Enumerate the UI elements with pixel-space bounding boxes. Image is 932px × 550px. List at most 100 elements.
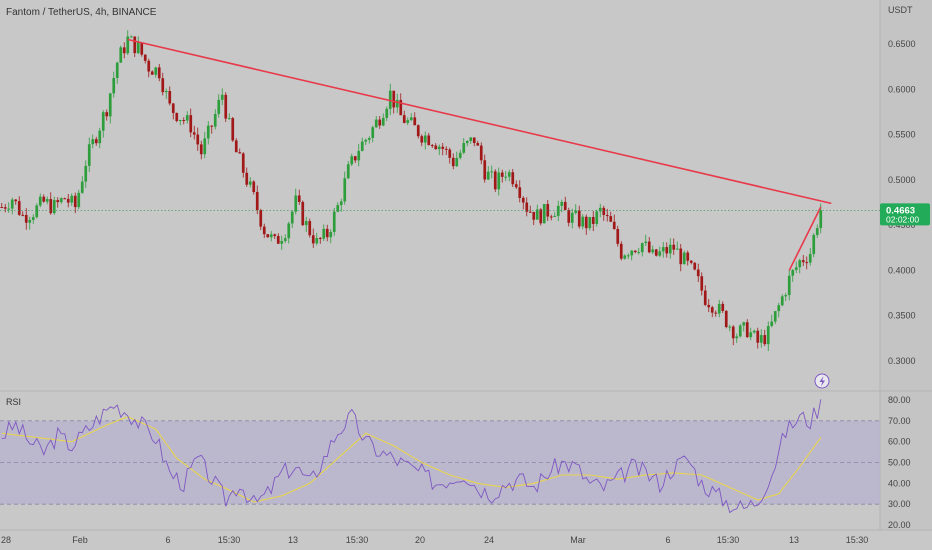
candle-body [738,325,742,337]
candle-body [595,211,599,224]
candle-body [812,235,816,255]
candle-body [728,326,732,328]
candle-body [210,125,214,127]
candle-body [549,216,553,218]
candle-body [570,212,574,223]
candle-body [17,201,21,215]
candle-body [164,90,168,93]
candle-body [619,243,623,259]
candle-body [696,269,700,277]
candle-body [227,118,231,120]
candle-body [206,125,210,139]
candle-body [108,93,112,117]
candle-body [234,140,238,153]
candle-body [395,99,399,108]
candle-body [749,332,753,338]
candle-body [703,290,707,305]
candle-body [735,336,739,339]
trendline[interactable] [127,38,832,205]
candle-body [10,199,14,209]
price-tick-label: 0.5000 [888,175,916,185]
candle-body [518,187,522,198]
candle-body [255,191,259,211]
candle-body [301,201,305,226]
candle-body [651,249,655,253]
time-tick-label: 15:30 [346,535,369,545]
candle-body [196,134,200,145]
candle-body [483,160,487,180]
candle-body [574,210,578,213]
alert-icon[interactable] [814,373,830,389]
candle-body [129,36,133,38]
candle-body [336,205,340,212]
candle-body [500,172,504,177]
candle-body [3,207,7,209]
candle-body [21,214,25,216]
rsi-tick-label: 60.00 [888,437,911,447]
candle-body [45,199,49,202]
candle-body [801,260,805,263]
candle-body [360,141,364,151]
price-axis-background [880,0,932,530]
trendline-layer[interactable] [127,38,832,271]
candle-body [679,248,683,265]
candle-body [780,296,784,306]
candle-body [91,139,95,145]
candle-body [192,132,196,135]
candle-body [304,221,308,226]
candle-body [420,136,424,143]
candle-body [511,172,515,185]
candle-body [539,209,543,224]
candle-body [465,141,469,144]
trendline[interactable] [788,206,822,271]
candle-body [409,117,413,121]
price-tick-label: 0.3000 [888,356,916,366]
candle-body [143,54,147,61]
candle-body [38,196,42,206]
candle-body [357,150,361,161]
candle-body [598,207,602,212]
candle-body [238,152,242,154]
candle-body [371,127,375,139]
candle-body [24,214,28,223]
candle-body [514,184,518,188]
candle-body [399,99,403,116]
candle-body [14,199,18,202]
candle-body [784,295,788,297]
candle-body [756,330,760,343]
candle-body [154,67,158,75]
candle-body [248,181,252,185]
candle-body [322,228,326,239]
candle-body [441,146,445,149]
candle-body [182,120,186,122]
candle-body [577,210,581,227]
candle-body [525,202,529,212]
candle-body [332,211,336,232]
candle-body [42,196,46,202]
candle-body [126,36,130,54]
candle-body [171,103,175,113]
candle-body [770,321,774,327]
rsi-tick-label: 30.00 [888,499,911,509]
candle-body [714,312,718,314]
candle-body [581,216,585,227]
candle-body [245,172,249,185]
candle-body [213,113,217,127]
candle-body [693,262,697,270]
candle-body [602,207,606,215]
candle-body [437,146,441,150]
candle-body [556,205,560,216]
candle-body [112,78,116,94]
candle-body [721,303,725,311]
candle-body [329,231,333,238]
candle-body [294,195,298,212]
candle-body [168,90,172,104]
candle-body [413,117,417,126]
candle-body [665,247,669,254]
price-tick-label: 0.3500 [888,311,916,321]
candle-body [819,210,823,229]
candle-body [805,262,809,264]
rsi-axis-ticks: 80.00 70.00 60.00 50.00 40.00 30.00 20.00 [888,395,911,530]
candle-body [682,252,686,265]
